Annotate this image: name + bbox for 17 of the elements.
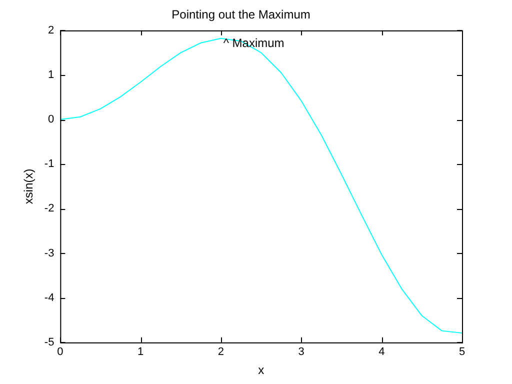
- x-axis-title: x: [258, 363, 264, 378]
- y-axis-title: xsin(x): [22, 168, 36, 204]
- y-tick-label: -4: [44, 292, 54, 304]
- x-tick-label: 3: [298, 346, 304, 358]
- x-tick-label: 5: [458, 346, 466, 358]
- y-tick-label: -3: [44, 247, 54, 260]
- x-tick-label: 1: [137, 346, 144, 358]
- y-tick-label: -2: [44, 202, 54, 215]
- y-tick-label: -5: [44, 336, 54, 348]
- y-tick-label: -1: [44, 158, 54, 170]
- x-tick-label: 0: [57, 346, 64, 358]
- x-tick-label: 4: [378, 346, 385, 358]
- y-tick-label: 0: [48, 114, 54, 126]
- y-tick-label: 2: [48, 24, 54, 36]
- y-tick-label: 1: [48, 69, 54, 82]
- x-tick-label: 2: [218, 346, 224, 358]
- chart-title: Pointing out the Maximum: [172, 8, 310, 22]
